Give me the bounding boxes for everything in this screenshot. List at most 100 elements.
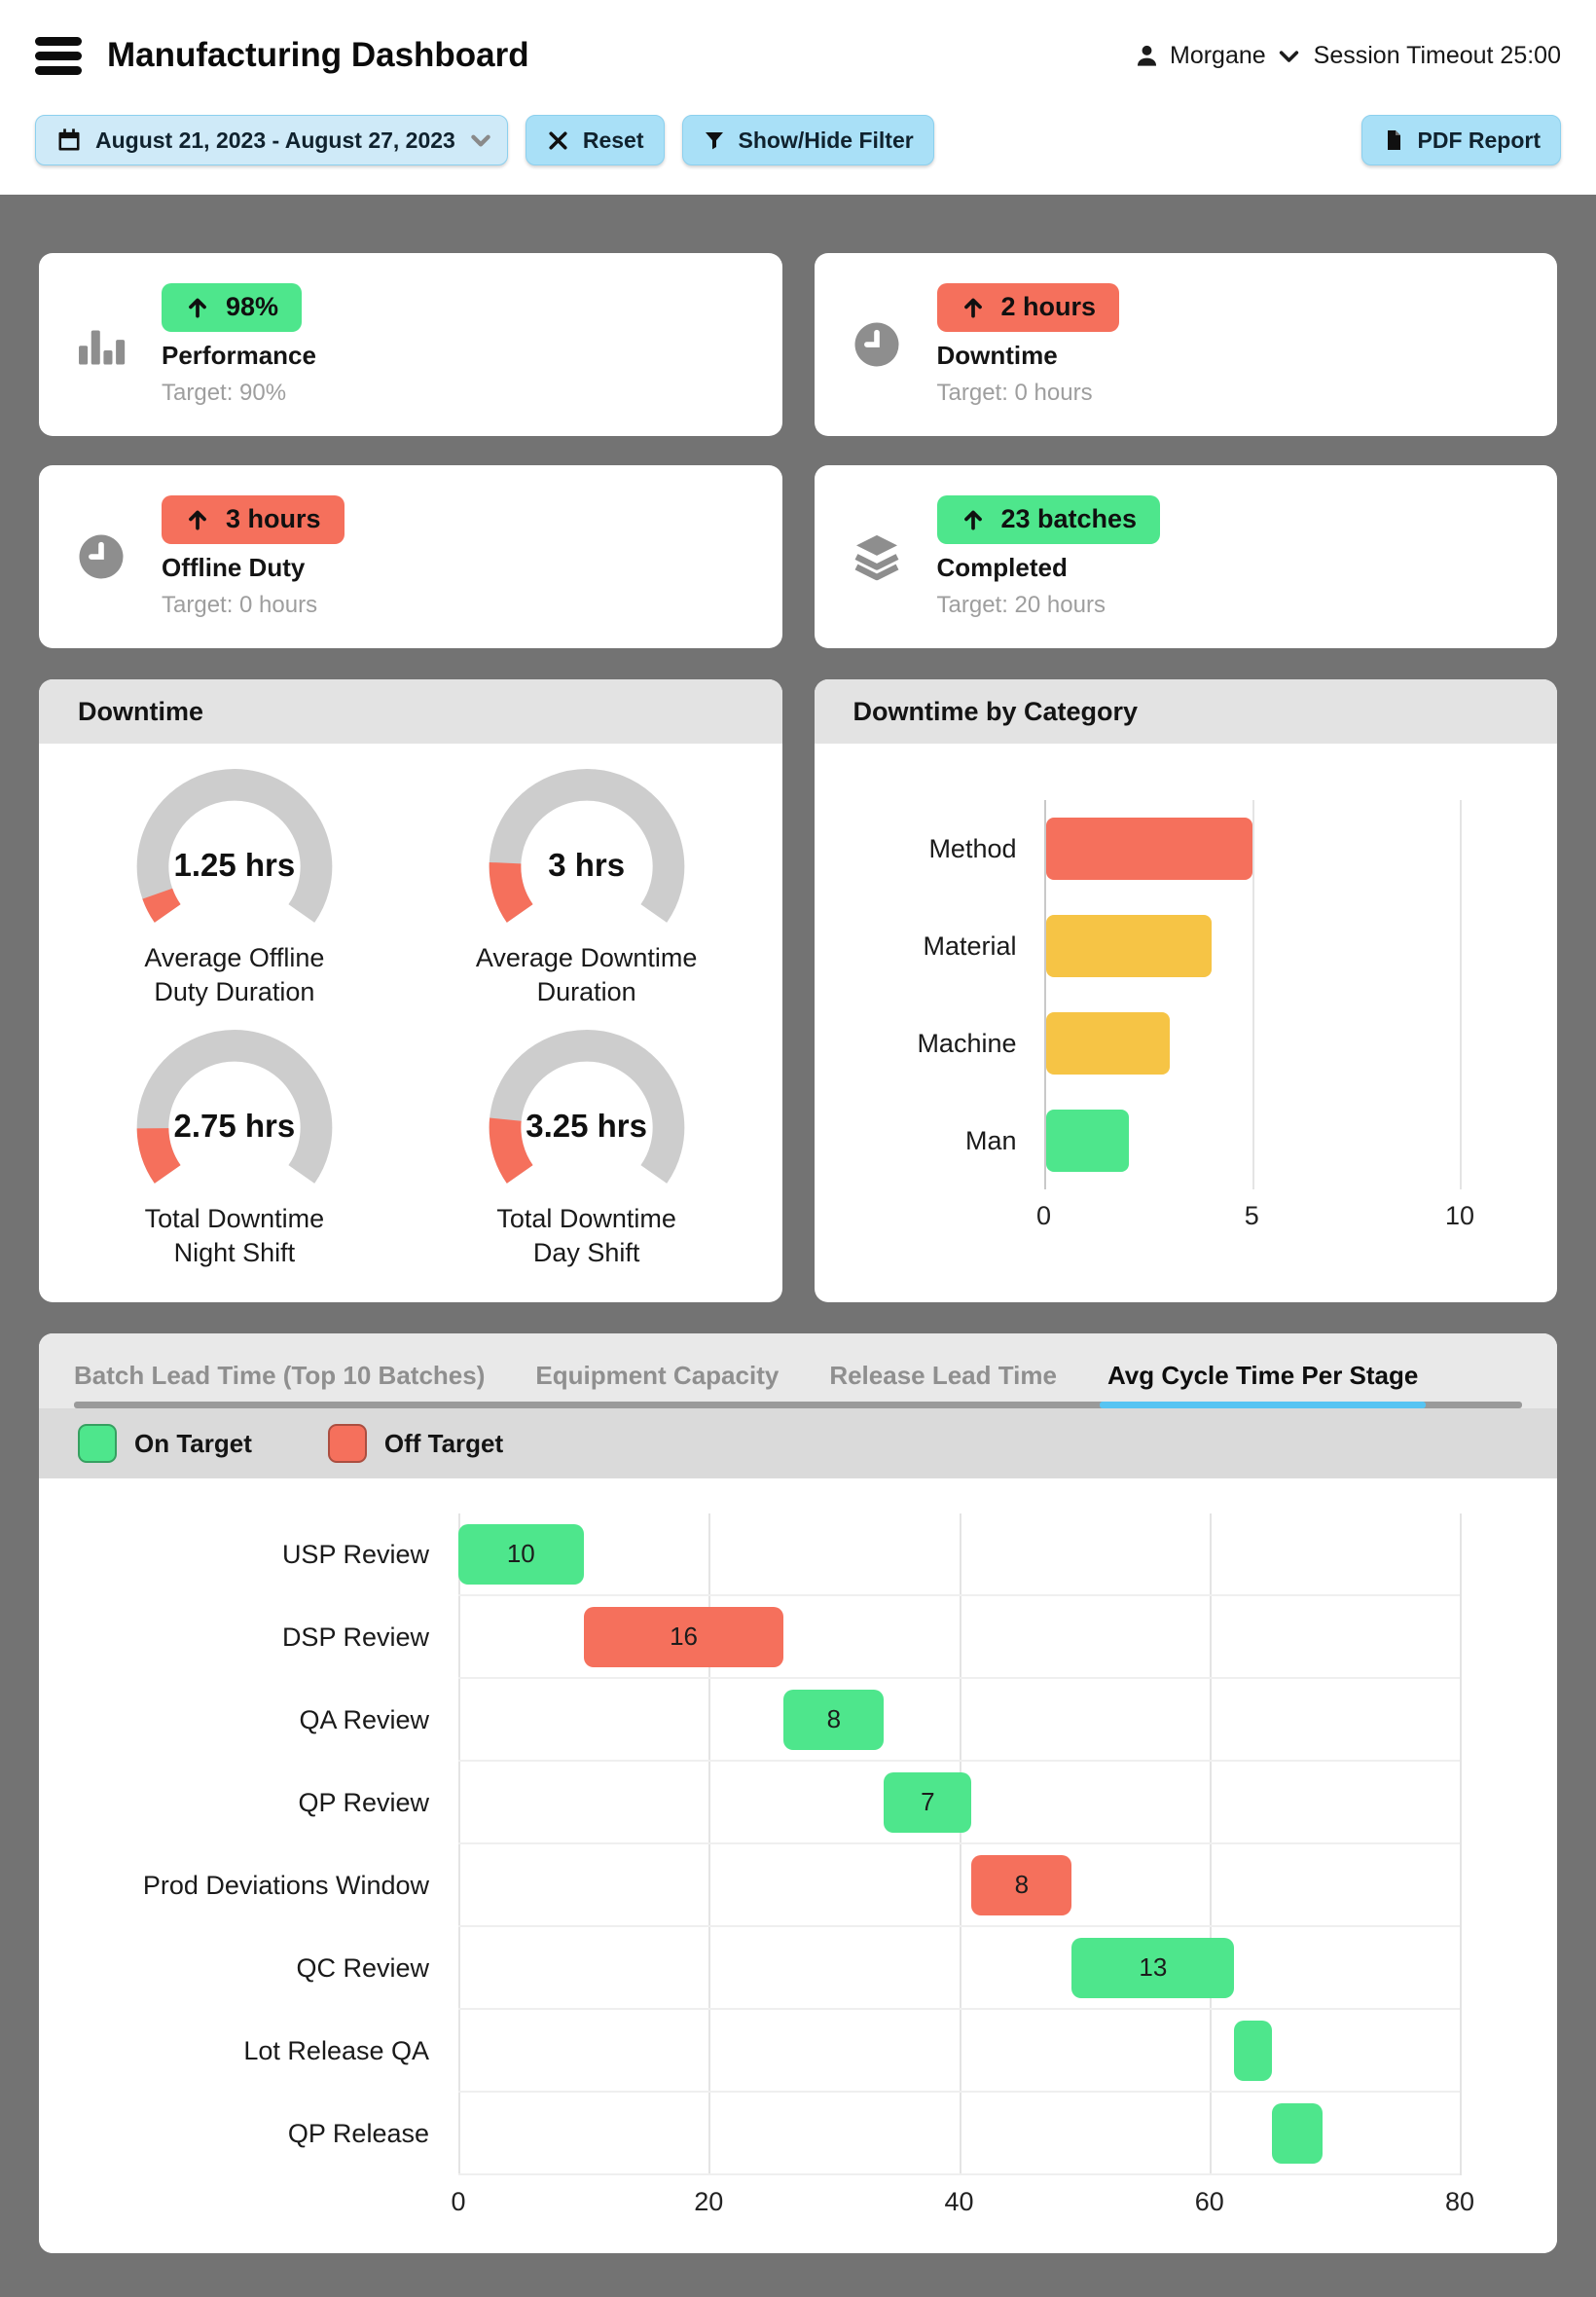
bar-qp-release xyxy=(1272,2102,1323,2164)
axis-tick: 0 xyxy=(451,2187,466,2217)
tab-release-lead-time[interactable]: Release Lead Time xyxy=(829,1361,1057,1391)
stage-row: 7 xyxy=(458,1762,1460,1845)
bar-qc-review: 13 xyxy=(1071,1937,1235,1998)
reset-button[interactable]: Reset xyxy=(525,115,665,165)
stage-row xyxy=(458,2093,1460,2176)
kpi-card-performance: 98% Performance Target: 90% xyxy=(39,253,782,436)
off-target-swatch xyxy=(327,1424,367,1464)
legend-on-target: On Target xyxy=(78,1424,252,1464)
filter-toggle-button[interactable]: Show/Hide Filter xyxy=(681,115,934,165)
stage-row: 13 xyxy=(458,1927,1460,2011)
gauge-total-downtime-day: 3.25 hrs Total Downtime Day Shift xyxy=(451,1030,723,1269)
funnel-icon xyxy=(705,132,723,150)
legend-label: Off Target xyxy=(383,1428,504,1458)
tab-avg-cycle-time[interactable]: Avg Cycle Time Per Stage xyxy=(1099,1361,1427,1409)
gridline xyxy=(959,1513,961,2176)
category-label: Man xyxy=(964,1125,1017,1155)
stage-row: 10 xyxy=(458,1513,1460,1597)
axis-tick: 40 xyxy=(944,2187,974,2217)
chevron-down-icon xyxy=(1279,50,1298,62)
kpi-value: 98% xyxy=(226,292,279,321)
bar-row xyxy=(1045,800,1461,897)
category-axis-labels: Method Material Machine Man xyxy=(850,800,1044,1189)
kpi-target: Target: 20 hours xyxy=(936,591,1106,618)
date-range-picker[interactable]: August 21, 2023 - August 27, 2023 xyxy=(35,115,508,165)
stage-label: Lot Release QA xyxy=(243,2036,429,2066)
chevron-down-icon xyxy=(471,134,490,147)
user-menu[interactable]: Morgane xyxy=(1134,42,1302,70)
gauge-value: 2.75 hrs xyxy=(173,1108,296,1145)
pdf-label: PDF Report xyxy=(1417,127,1542,153)
kpi-value: 2 hours xyxy=(1000,292,1097,321)
bar-prod-deviations-window: 8 xyxy=(971,1854,1072,1915)
menu-button[interactable] xyxy=(35,31,82,81)
stage-label: QP Release xyxy=(287,2119,429,2149)
category-label: Machine xyxy=(917,1028,1017,1058)
bar-row xyxy=(1045,1092,1461,1189)
gauge-label: Total Downtime Day Shift xyxy=(496,1204,676,1267)
dashboard-body: 98% Performance Target: 90% 2 hours xyxy=(0,195,1596,2292)
category-x-axis: 0 5 10 xyxy=(1036,1189,1474,1240)
gridline xyxy=(1460,1513,1462,2176)
kpi-grid: 98% Performance Target: 90% 2 hours xyxy=(39,253,1557,648)
kpi-label: Downtime xyxy=(936,340,1058,370)
kpi-label: Completed xyxy=(936,552,1068,582)
top-bar: Manufacturing Dashboard Morgane Session … xyxy=(0,0,1596,195)
tab-batch-lead-time[interactable]: Batch Lead Time (Top 10 Batches) xyxy=(74,1361,486,1391)
cycle-time-x-axis: 0 20 40 60 80 xyxy=(451,2175,1474,2230)
bar-lot-release-qa xyxy=(1234,2020,1273,2081)
gauge-total-downtime-night: 2.75 hrs Total Downtime Night Shift xyxy=(98,1030,371,1269)
chart-legend: On Target Off Target xyxy=(39,1408,1557,1479)
gauge-avg-downtime: 3 hrs Average Downtime Duration xyxy=(451,769,723,1008)
axis-tick: 20 xyxy=(694,2187,724,2217)
user-name: Morgane xyxy=(1170,41,1266,69)
axis-tick: 5 xyxy=(1244,1201,1259,1230)
axis-tick: 60 xyxy=(1194,2187,1224,2217)
bar-man xyxy=(1045,1110,1129,1172)
user-icon xyxy=(1137,45,1157,66)
pdf-report-button[interactable]: PDF Report xyxy=(1360,115,1561,165)
avg-cycle-time-chart: USP Review DSP Review QA Review QP Review Pr… xyxy=(39,1478,1557,2254)
reset-label: Reset xyxy=(582,127,644,153)
app-header: Manufacturing Dashboard Morgane Session … xyxy=(0,0,1596,111)
gauge-value: 3 hrs xyxy=(548,847,626,883)
hamburger-icon xyxy=(35,36,82,46)
gauge-arc xyxy=(136,1030,333,1184)
kpi-label: Offline Duty xyxy=(162,552,306,582)
kpi-card-offline-duty: 3 hours Offline Duty Target: 0 hours xyxy=(39,465,782,648)
downtime-by-category-chart: Method Material Machine Man 0 5 10 xyxy=(815,744,1558,1240)
category-label: Material xyxy=(923,930,1017,961)
downtime-by-category-card: Downtime by Category Method Material Machi… xyxy=(814,679,1558,1303)
gridline xyxy=(708,1513,711,2176)
stage-row: 16 xyxy=(458,1596,1460,1680)
clock-icon xyxy=(79,534,124,579)
arrow-up-icon xyxy=(963,298,982,318)
stage-label: QA Review xyxy=(299,1705,429,1735)
bar-row xyxy=(1045,995,1461,1092)
arrow-up-icon xyxy=(189,298,206,318)
date-range-label: August 21, 2023 - August 27, 2023 xyxy=(95,127,455,153)
bar-chart-icon xyxy=(79,330,126,365)
gauge-arc xyxy=(136,769,333,923)
bar-qp-review: 7 xyxy=(884,1771,972,1833)
kpi-card-completed: 23 batches Completed Target: 20 hours xyxy=(814,465,1557,648)
kpi-target: Target: 0 hours xyxy=(936,379,1093,406)
gauge-grid: 1.25 hrs Average Offline Duty Duration 3… xyxy=(39,744,782,1302)
stage-row: 8 xyxy=(458,1844,1460,1928)
tab-equipment-capacity[interactable]: Equipment Capacity xyxy=(535,1361,780,1391)
stage-label: USP Review xyxy=(281,1540,429,1570)
stage-label: QP Review xyxy=(298,1788,429,1818)
gauge-avg-offline-duty: 1.25 hrs Average Offline Duty Duration xyxy=(98,769,371,1008)
arrow-up-icon xyxy=(189,510,206,530)
kpi-value: 3 hours xyxy=(226,504,321,533)
kpi-target: Target: 0 hours xyxy=(162,591,318,618)
legend-label: On Target xyxy=(134,1428,252,1458)
close-icon xyxy=(549,130,567,150)
status-badge: 2 hours xyxy=(936,282,1120,332)
bar-row xyxy=(1045,897,1461,995)
cycle-time-card: Batch Lead Time (Top 10 Batches) Equipme… xyxy=(39,1333,1557,2254)
gauge-arc xyxy=(489,1030,684,1184)
kpi-value: 23 batches xyxy=(1000,504,1138,533)
on-target-swatch xyxy=(78,1424,117,1464)
card-title: Downtime xyxy=(39,679,782,744)
